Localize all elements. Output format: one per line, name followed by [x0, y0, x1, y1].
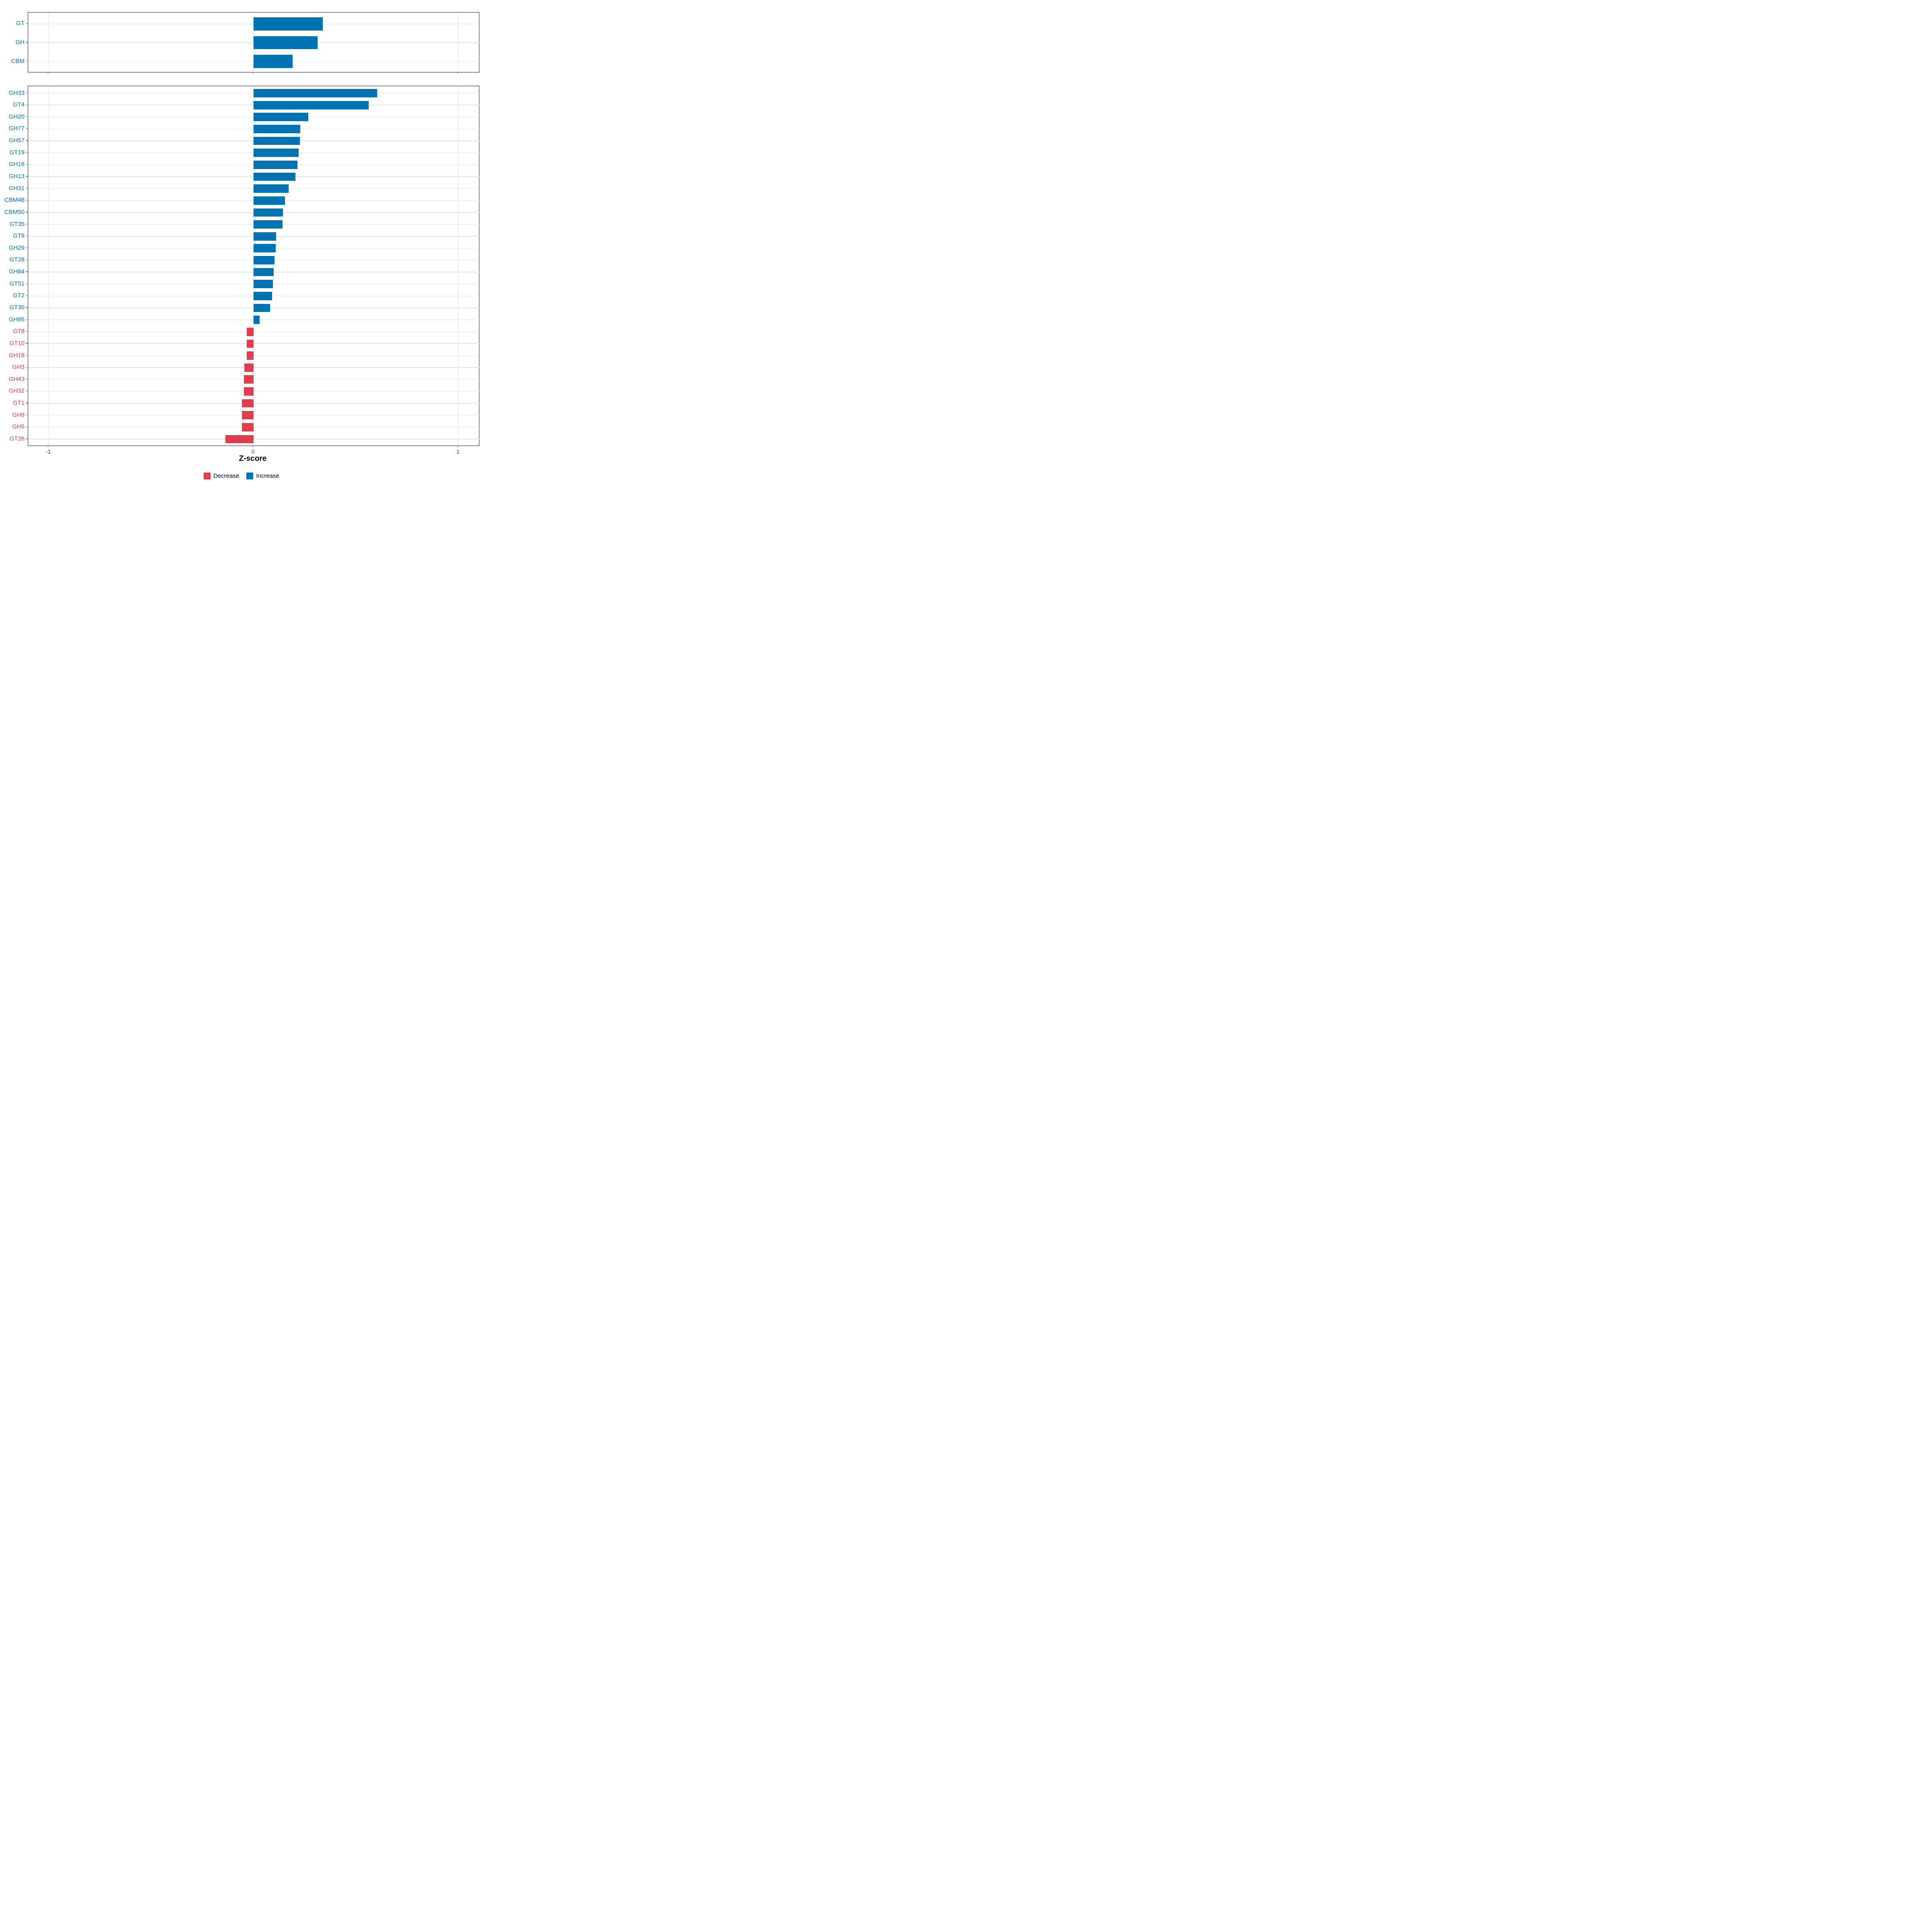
bar-GH16: [253, 160, 297, 169]
x-axis-title: Z-score: [239, 454, 267, 463]
y-label-GT4: GT4: [12, 101, 25, 108]
y-axis-tick: [26, 283, 27, 284]
legend-item-increase: Increase: [246, 473, 279, 479]
bar-GH3: [244, 363, 254, 372]
y-label-GH5: GH5: [12, 423, 25, 430]
bar-GT10: [247, 339, 254, 348]
bar-GT51: [253, 280, 273, 289]
bar-GH32: [244, 387, 254, 396]
bar-GH33: [253, 89, 378, 97]
y-label-GH13: GH13: [8, 173, 25, 180]
y-label-CBM50: CBM50: [4, 208, 25, 216]
y-label-GT19: GT19: [9, 149, 25, 156]
bar-GH20: [253, 113, 309, 122]
bar-GT19: [253, 149, 299, 157]
bar-GT1: [242, 399, 254, 408]
bar-GT: [253, 17, 323, 31]
legend: Decrease Increase: [0, 473, 483, 479]
bar-GH43: [244, 375, 254, 384]
y-label-GH3: GH3: [12, 363, 25, 371]
bar-GT2: [253, 291, 272, 300]
y-label-GH18: GH18: [8, 352, 25, 359]
y-label-GT35: GT35: [9, 221, 25, 228]
y-gridline: [28, 355, 480, 356]
x-gridline: [253, 86, 254, 446]
bar-GH29: [253, 244, 276, 253]
y-gridline: [28, 391, 480, 392]
y-axis-tick: [26, 164, 27, 165]
legend-label-decrease: Decrease: [213, 473, 239, 479]
bar-GH57: [253, 136, 300, 145]
x-tick-label--1: -1: [45, 448, 51, 456]
legend-label-increase: Increase: [256, 473, 279, 479]
y-label-GT30: GT30: [9, 304, 25, 311]
y-axis-tick: [26, 116, 27, 117]
panel-families: [28, 85, 480, 446]
y-label-GT51: GT51: [9, 280, 25, 287]
bar-CBM48: [253, 196, 285, 205]
legend-item-decrease: Decrease: [204, 473, 239, 479]
y-label-GT1: GT1: [12, 399, 25, 407]
y-label-GH57: GH57: [8, 137, 25, 144]
y-axis-tick: [26, 307, 27, 308]
y-label-GH9: GH9: [12, 411, 25, 419]
bar-GH77: [253, 125, 301, 133]
bar-GT9: [253, 232, 276, 241]
z-score-bar-chart-figure: Z-score Decrease Increase GT GH CBM GH33 GT4…: [0, 0, 483, 483]
bar-GH18: [246, 351, 254, 360]
y-label-CBM: CBM: [11, 58, 25, 65]
y-label-GH33: GH33: [8, 89, 25, 97]
y-label-GH84: GH84: [8, 268, 25, 275]
y-label-GH77: GH77: [8, 125, 25, 132]
y-axis-tick: [26, 331, 27, 332]
y-gridline: [28, 379, 480, 380]
bar-GH: [253, 36, 318, 50]
y-axis-tick: [26, 402, 27, 403]
y-label-GH43: GH43: [8, 376, 25, 383]
y-label-GH: GH: [15, 39, 25, 46]
y-axis-tick: [26, 23, 27, 24]
y-label-GH20: GH20: [8, 113, 25, 120]
y-axis-tick: [26, 271, 27, 272]
y-axis-tick: [26, 128, 27, 129]
bar-GH31: [253, 184, 289, 193]
y-axis-tick: [26, 295, 27, 296]
increase-color-swatch: [246, 473, 254, 479]
y-label-CBM48: CBM48: [4, 196, 25, 204]
bar-GT30: [253, 303, 270, 312]
y-label-GT26: GT26: [9, 435, 25, 442]
y-axis-tick: [26, 319, 27, 320]
bar-GH9: [242, 411, 254, 420]
y-label-GT9: GT9: [12, 232, 25, 239]
y-label-GH16: GH16: [8, 161, 25, 168]
x-tick-label-1: 1: [456, 448, 460, 456]
bar-GT4: [253, 101, 369, 109]
x-gridline: [48, 86, 49, 446]
bar-GH95: [253, 316, 260, 324]
y-label-GT28: GT28: [9, 256, 25, 263]
bar-GH13: [253, 172, 296, 181]
y-axis-tick: [26, 152, 27, 153]
x-tick-label-0: 0: [251, 448, 255, 456]
bar-GT35: [253, 220, 283, 229]
y-label-GT2: GT2: [12, 292, 25, 299]
bar-GH5: [242, 423, 254, 431]
y-label-GH31: GH31: [8, 185, 25, 192]
bar-GT28: [253, 256, 275, 264]
y-label-GH95: GH95: [8, 316, 25, 323]
y-axis-tick: [26, 438, 27, 439]
y-gridline: [28, 343, 480, 344]
bar-CBM: [253, 55, 293, 68]
y-label-GT: GT: [16, 20, 25, 27]
bar-GT8: [247, 327, 254, 336]
decrease-color-swatch: [204, 473, 211, 479]
panel-summary: [28, 12, 480, 73]
bar-CBM50: [253, 208, 283, 217]
y-label-GH32: GH32: [8, 387, 25, 394]
y-label-GH29: GH29: [8, 244, 25, 252]
y-label-GT10: GT10: [9, 340, 25, 347]
bar-GH84: [253, 268, 274, 277]
bar-GT26: [225, 435, 254, 444]
y-label-GT8: GT8: [12, 328, 25, 335]
